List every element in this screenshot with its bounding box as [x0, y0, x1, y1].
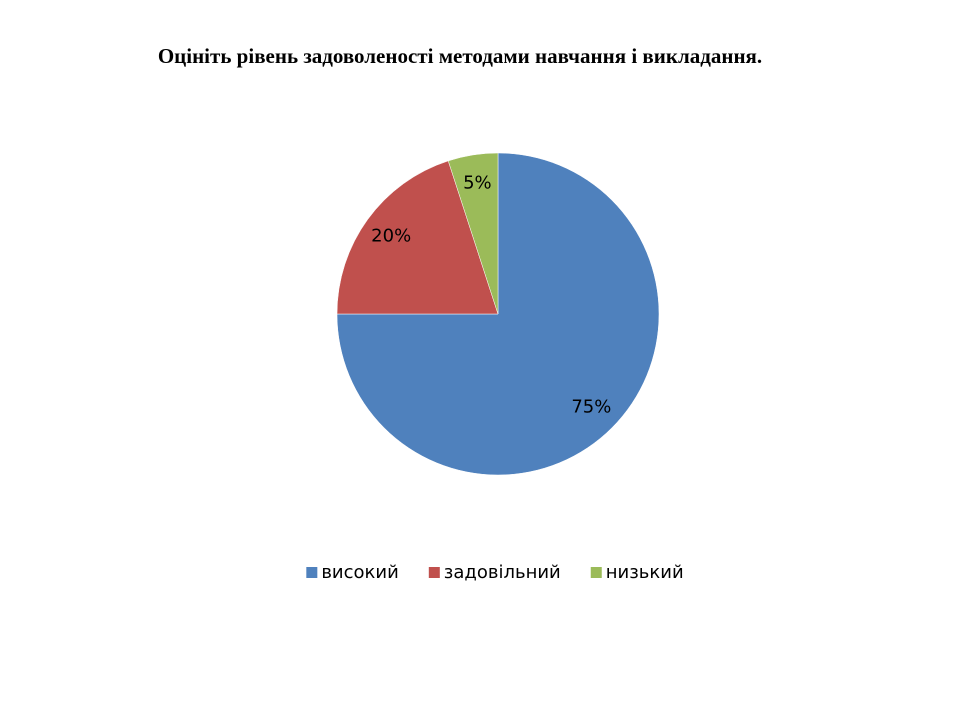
data-label: 75%	[571, 396, 611, 417]
legend-label: задовільний	[444, 562, 561, 583]
data-label: 5%	[463, 173, 492, 194]
legend-swatch	[428, 567, 440, 578]
legend-label: низький	[606, 562, 684, 583]
pie-slice	[336, 160, 499, 315]
chart-title: Оцініть рівень задоволеності методами на…	[158, 44, 762, 68]
legend-swatch	[590, 567, 602, 578]
data-label: 20%	[371, 225, 411, 246]
legend-label: високий	[321, 562, 398, 583]
legend-swatch	[306, 567, 318, 578]
pie-slice	[447, 152, 499, 315]
